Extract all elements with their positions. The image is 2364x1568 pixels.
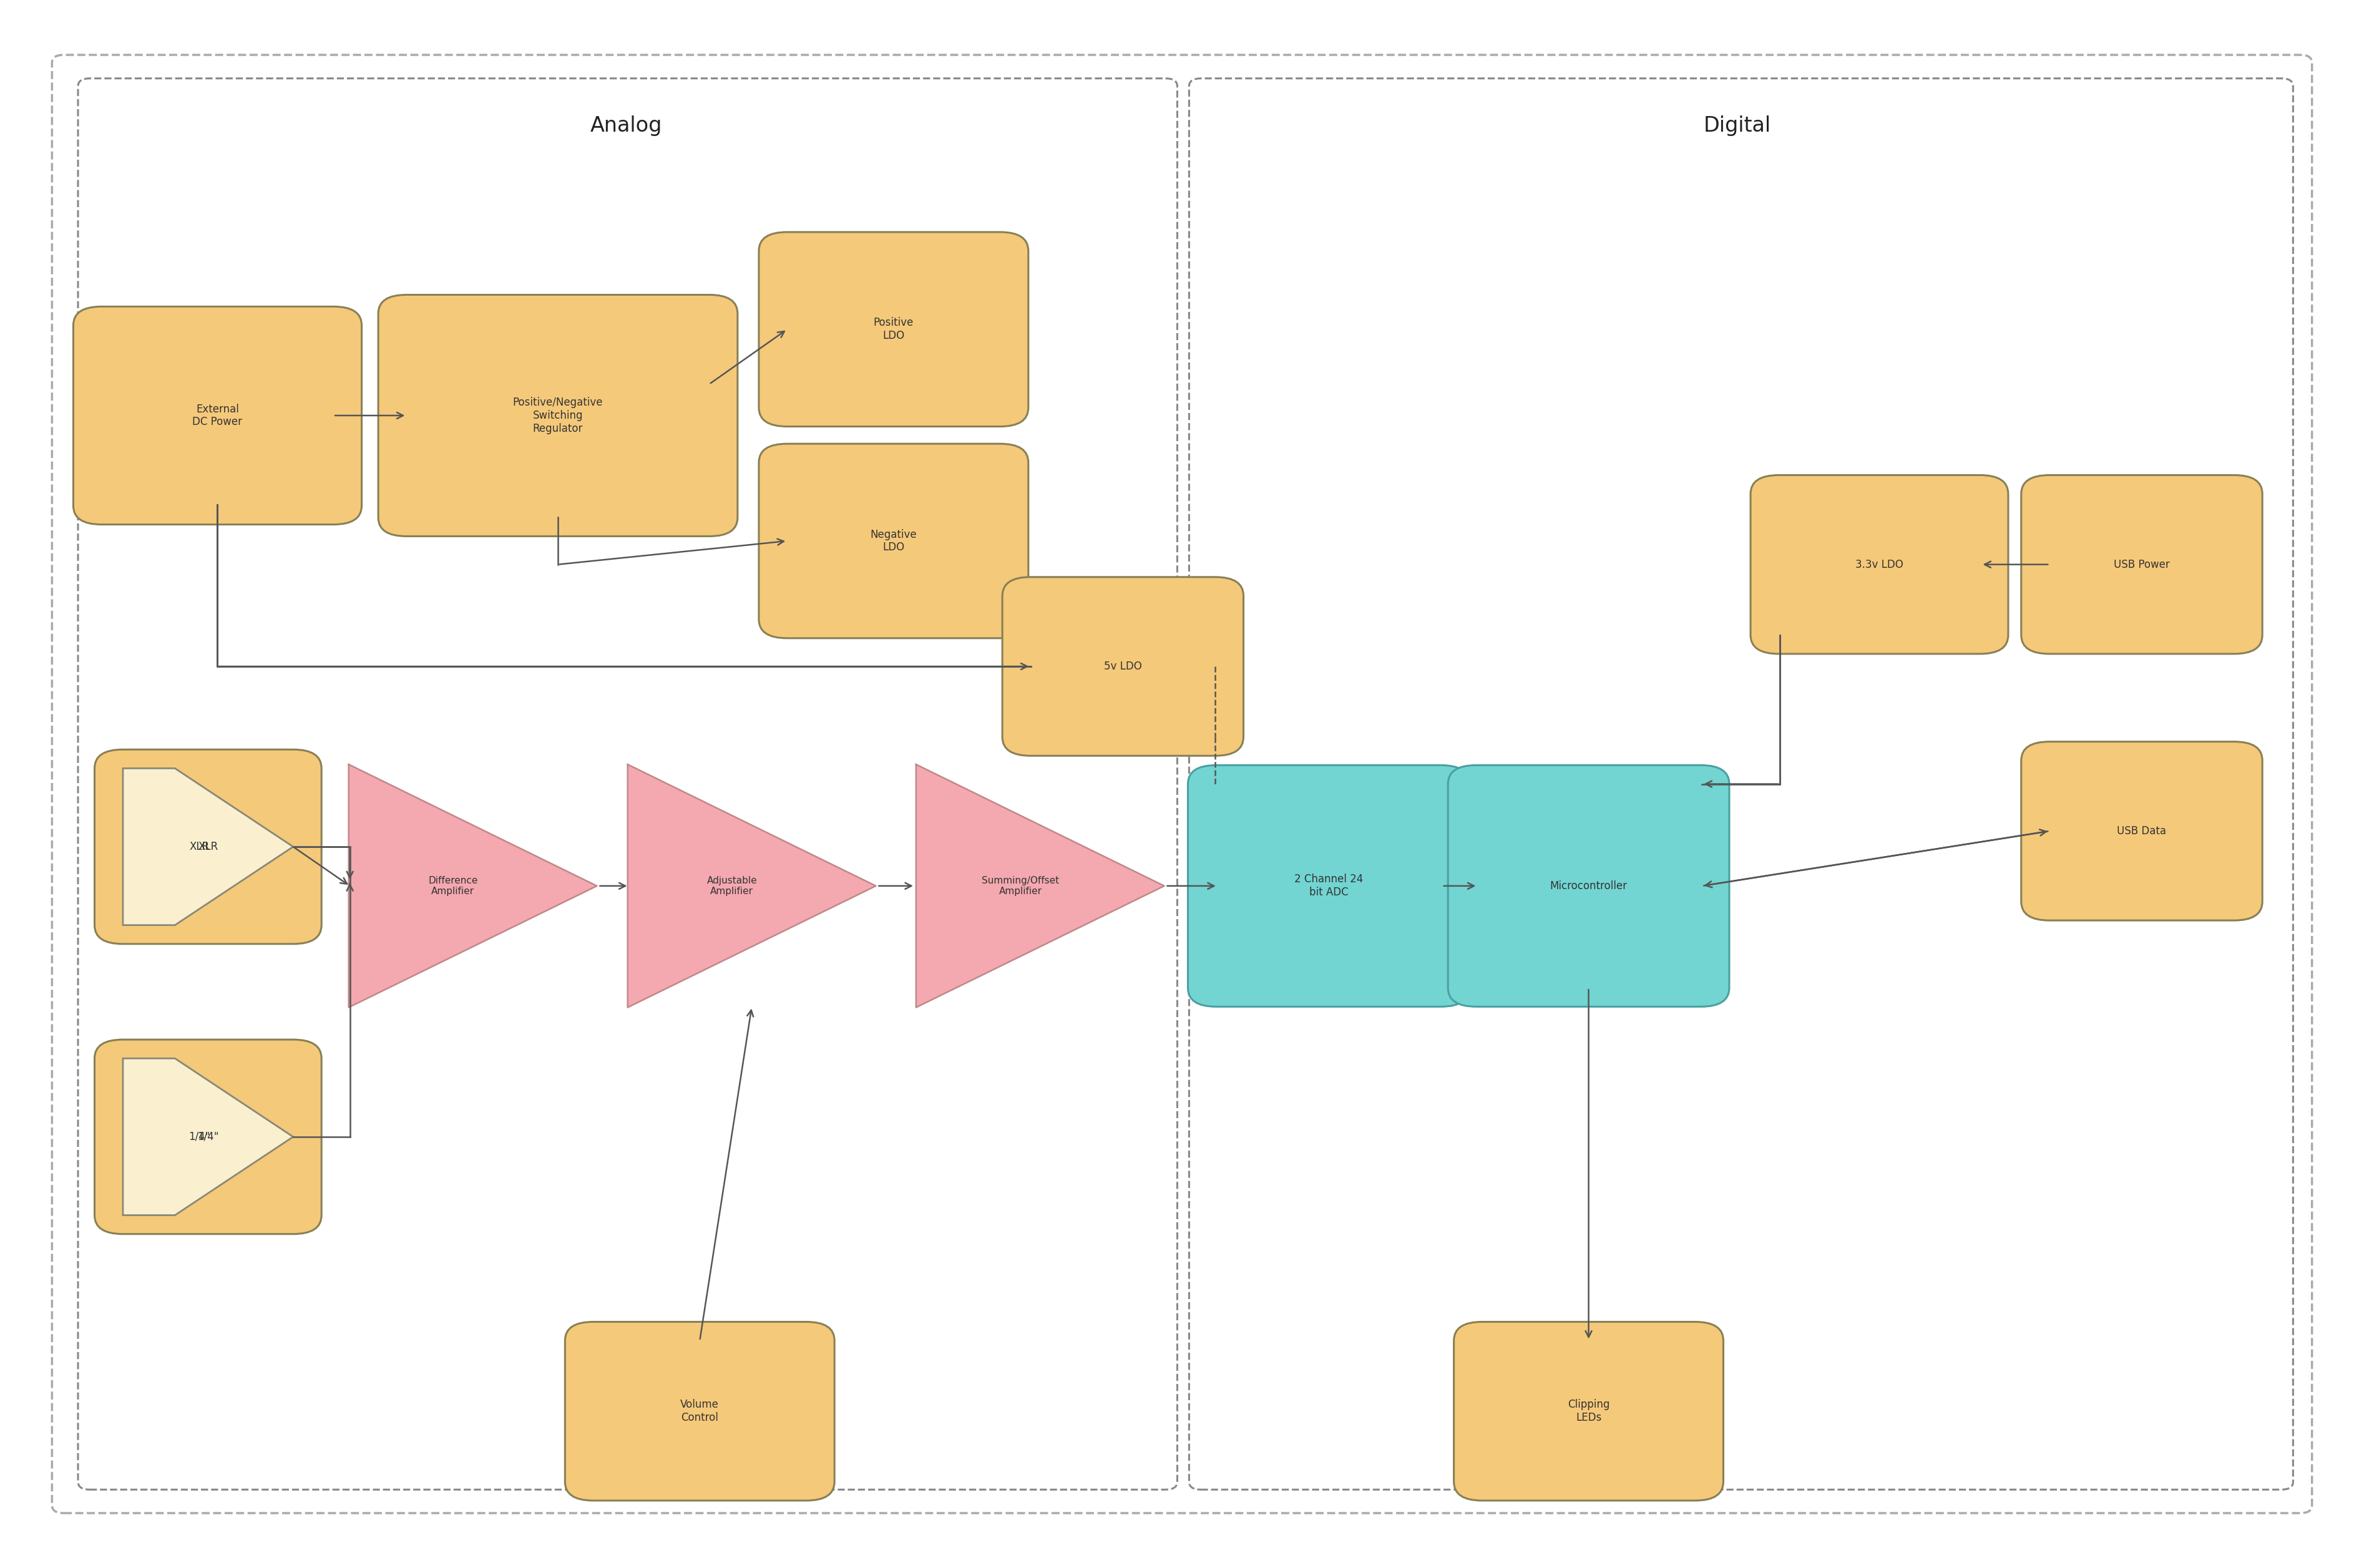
FancyBboxPatch shape bbox=[2021, 742, 2262, 920]
Text: USB Power: USB Power bbox=[2113, 558, 2170, 571]
FancyBboxPatch shape bbox=[565, 1322, 834, 1501]
FancyBboxPatch shape bbox=[378, 295, 738, 536]
FancyBboxPatch shape bbox=[1749, 475, 2009, 654]
Text: Volume
Control: Volume Control bbox=[681, 1399, 719, 1424]
Polygon shape bbox=[350, 765, 596, 1008]
Text: Positive/Negative
Switching
Regulator: Positive/Negative Switching Regulator bbox=[513, 397, 603, 434]
FancyBboxPatch shape bbox=[73, 307, 362, 524]
Text: Clipping
LEDs: Clipping LEDs bbox=[1567, 1399, 1610, 1424]
Text: XLR: XLR bbox=[189, 840, 210, 853]
Text: 3.3v LDO: 3.3v LDO bbox=[1856, 558, 1903, 571]
FancyBboxPatch shape bbox=[1002, 577, 1243, 756]
Text: Digital: Digital bbox=[1704, 114, 1771, 136]
Text: USB Data: USB Data bbox=[2118, 825, 2165, 837]
Text: Adjustable
Amplifier: Adjustable Amplifier bbox=[707, 877, 756, 895]
FancyBboxPatch shape bbox=[95, 750, 322, 944]
Polygon shape bbox=[629, 765, 875, 1008]
FancyBboxPatch shape bbox=[759, 232, 1028, 426]
Text: Analog: Analog bbox=[591, 114, 662, 136]
PathPatch shape bbox=[123, 1058, 293, 1215]
Text: Positive
LDO: Positive LDO bbox=[875, 317, 913, 342]
FancyBboxPatch shape bbox=[1447, 765, 1730, 1007]
Text: Difference
Amplifier: Difference Amplifier bbox=[428, 877, 478, 895]
Text: 5v LDO: 5v LDO bbox=[1104, 660, 1142, 673]
Text: 2 Channel 24
bit ADC: 2 Channel 24 bit ADC bbox=[1293, 873, 1364, 898]
Polygon shape bbox=[917, 765, 1163, 1008]
Text: Negative
LDO: Negative LDO bbox=[870, 528, 917, 554]
Text: 1/4": 1/4" bbox=[189, 1131, 210, 1143]
Text: External
DC Power: External DC Power bbox=[191, 403, 243, 428]
FancyBboxPatch shape bbox=[2021, 475, 2262, 654]
Text: Summing/Offset
Amplifier: Summing/Offset Amplifier bbox=[981, 877, 1059, 895]
PathPatch shape bbox=[123, 768, 293, 925]
FancyBboxPatch shape bbox=[1189, 765, 1470, 1007]
Text: XLR: XLR bbox=[199, 840, 217, 853]
FancyBboxPatch shape bbox=[1454, 1322, 1723, 1501]
FancyBboxPatch shape bbox=[95, 1040, 322, 1234]
Text: Microcontroller: Microcontroller bbox=[1551, 880, 1626, 892]
Text: 1/4": 1/4" bbox=[196, 1131, 220, 1143]
FancyBboxPatch shape bbox=[759, 444, 1028, 638]
